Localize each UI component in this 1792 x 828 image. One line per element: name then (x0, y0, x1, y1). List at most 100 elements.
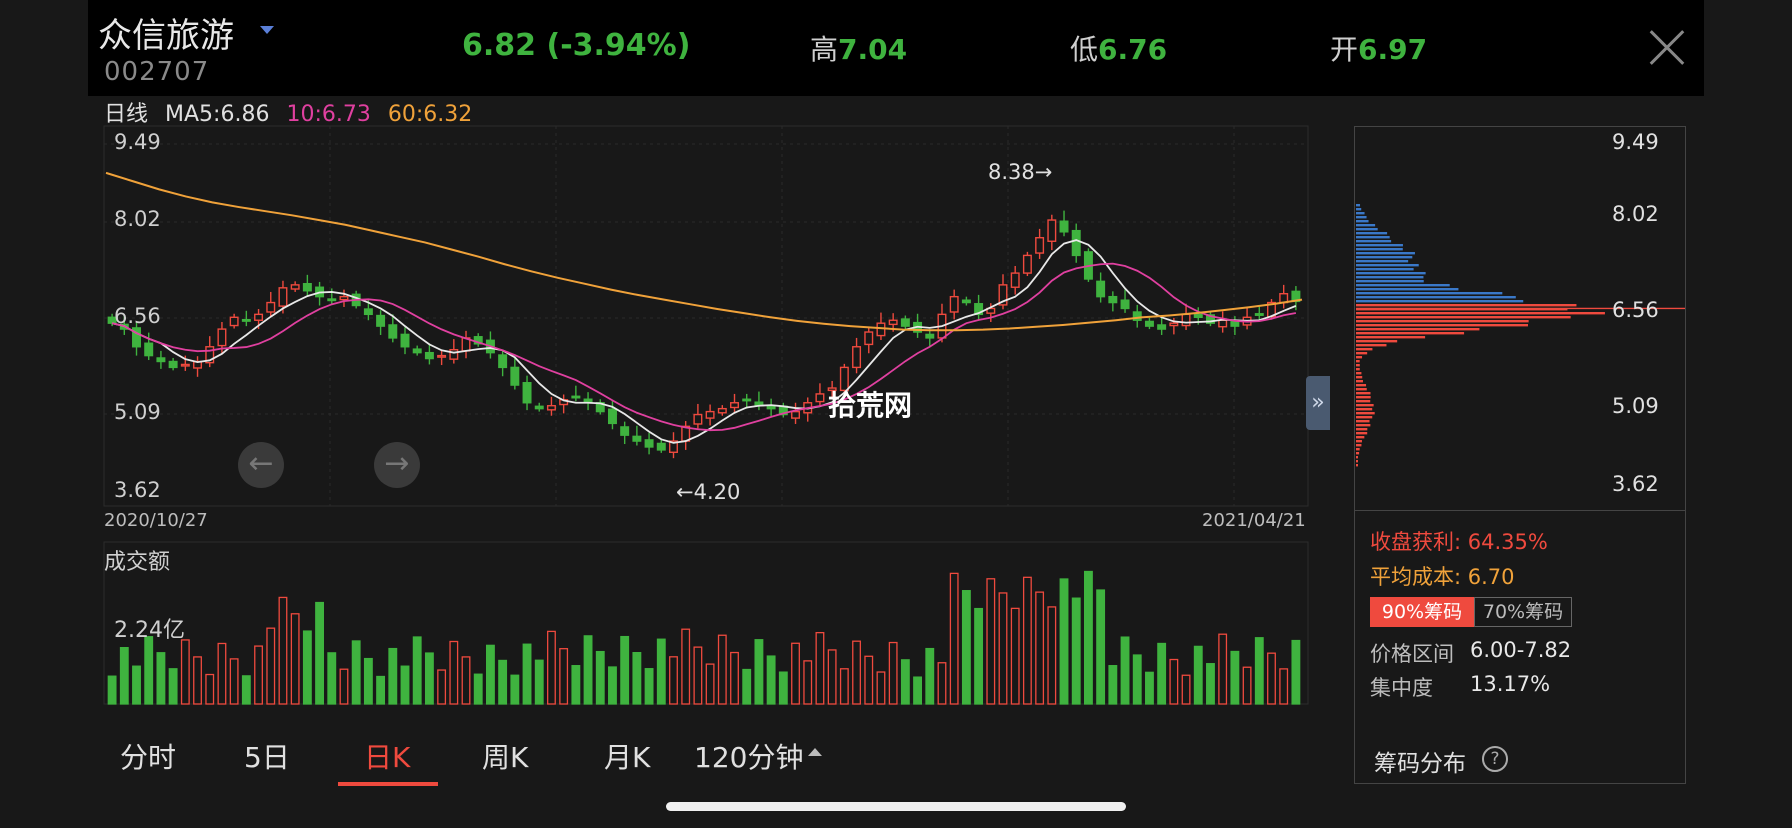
candle-body (278, 287, 288, 307)
low-price: 低6.76 (1070, 28, 1167, 68)
tab-weekly-k[interactable]: 周K (482, 741, 529, 774)
volume-bar (1254, 637, 1264, 705)
chip-tick: 6.56 (1612, 298, 1659, 322)
chevron-down-icon[interactable] (260, 26, 274, 34)
price-display: 6.82 (-3.94%) (462, 28, 690, 63)
candle-body (876, 322, 886, 337)
tab-monthly-k[interactable]: 月K (604, 741, 651, 774)
ma60-line (105, 171, 1303, 332)
chip-bar (1356, 420, 1370, 423)
volume-bar (888, 641, 898, 705)
tab-intraday[interactable]: 分时 (120, 741, 177, 774)
candle-body (1047, 219, 1057, 242)
chip-bar (1356, 208, 1362, 211)
chip-distribution-panel (1354, 126, 1686, 784)
caret-up-icon[interactable] (808, 748, 822, 756)
chip-bar (1356, 232, 1388, 235)
volume-bar (107, 675, 117, 705)
chip-bar (1356, 364, 1360, 367)
candle-body (363, 308, 373, 316)
chip-bar (1356, 212, 1365, 215)
tab-120min[interactable]: 120分钟 (694, 741, 804, 774)
candle-body (266, 301, 276, 313)
volume-bar (656, 638, 666, 705)
volume-bar (1145, 671, 1154, 705)
price-tick: 5.09 (114, 400, 161, 424)
candle-body (168, 360, 178, 369)
volume-bar (522, 643, 532, 705)
chip-bar (1356, 308, 1568, 311)
volume-bar (730, 651, 739, 705)
volume-bar (388, 647, 398, 705)
chip-bar (1356, 312, 1605, 315)
volume-bar (217, 642, 227, 705)
candle-body (290, 284, 300, 290)
stock-code: 002707 (104, 57, 210, 87)
start-date: 2020/10/27 (104, 510, 208, 531)
chip-bar (1356, 412, 1375, 415)
volume-title: 成交额 (104, 550, 171, 575)
tab-daily-k[interactable]: 日K (364, 741, 411, 774)
volume-bar (669, 656, 678, 705)
candle-body (1096, 280, 1106, 298)
candle-body (839, 366, 849, 392)
chip-bar (1356, 280, 1424, 283)
chip-bar (1356, 272, 1426, 275)
chip-bar (1356, 384, 1367, 387)
volume-bar (864, 655, 874, 705)
candle-body (1157, 324, 1167, 330)
volume-bar (449, 640, 459, 705)
arrow-left-icon[interactable]: ← (238, 442, 284, 488)
volume-bar (937, 662, 947, 705)
ma-legend: 日线 MA5:6.86 10:6.73 60:6.32 (104, 96, 482, 128)
chip-distribution-title[interactable]: 筹码分布 (1374, 751, 1466, 777)
chip-bar (1356, 288, 1459, 291)
chip-bar (1356, 352, 1368, 355)
candle-body (669, 440, 678, 453)
stock-name[interactable]: 众信旅游 (98, 16, 234, 56)
volume-bar (1022, 576, 1032, 705)
candle-body (376, 314, 386, 327)
volume-scale: 2.24亿 (114, 618, 185, 643)
volume-bar (766, 655, 776, 705)
chip-bar (1356, 432, 1368, 435)
chip-bar (1356, 228, 1378, 231)
candle-body (205, 346, 215, 364)
chip-bar (1356, 224, 1376, 227)
candle-body (656, 442, 666, 451)
volume-bar (1218, 633, 1228, 705)
candle-body (791, 410, 801, 419)
chip-70-button[interactable]: 70%筹码 (1474, 597, 1572, 627)
arrow-right-icon[interactable]: → (374, 442, 420, 488)
price-tick: 9.49 (114, 130, 161, 154)
profit-value: 64.35% (1467, 530, 1548, 554)
chip-tick: 9.49 (1612, 130, 1659, 154)
expand-panel-icon[interactable]: » (1306, 376, 1330, 430)
volume-bar (900, 659, 910, 705)
candle-body (400, 333, 410, 348)
chip-bar (1356, 372, 1362, 375)
end-date: 2021/04/21 (1202, 510, 1306, 531)
volume-bar (608, 666, 617, 705)
volume-bar (534, 659, 544, 705)
chip-90-button[interactable]: 90%筹码 (1370, 597, 1474, 627)
candle-body (241, 318, 251, 322)
home-indicator[interactable] (666, 802, 1126, 811)
volume-bar (278, 596, 288, 705)
volume-bar (913, 676, 923, 705)
volume-bar (266, 627, 276, 705)
volume-bar (839, 668, 849, 705)
concentration-label: 集中度 (1370, 676, 1433, 700)
tab-5day[interactable]: 5日 (244, 741, 290, 774)
candle-body (1254, 313, 1264, 316)
candle-body (705, 410, 715, 419)
volume-bar (681, 628, 691, 705)
volume-bar (742, 668, 752, 705)
volume-bar (1010, 607, 1020, 705)
candle-body (1022, 254, 1032, 274)
quote-header (88, 0, 1704, 96)
chip-tick: 8.02 (1612, 202, 1659, 226)
volume-bar (1279, 668, 1289, 705)
help-icon[interactable]: ? (1482, 746, 1508, 772)
